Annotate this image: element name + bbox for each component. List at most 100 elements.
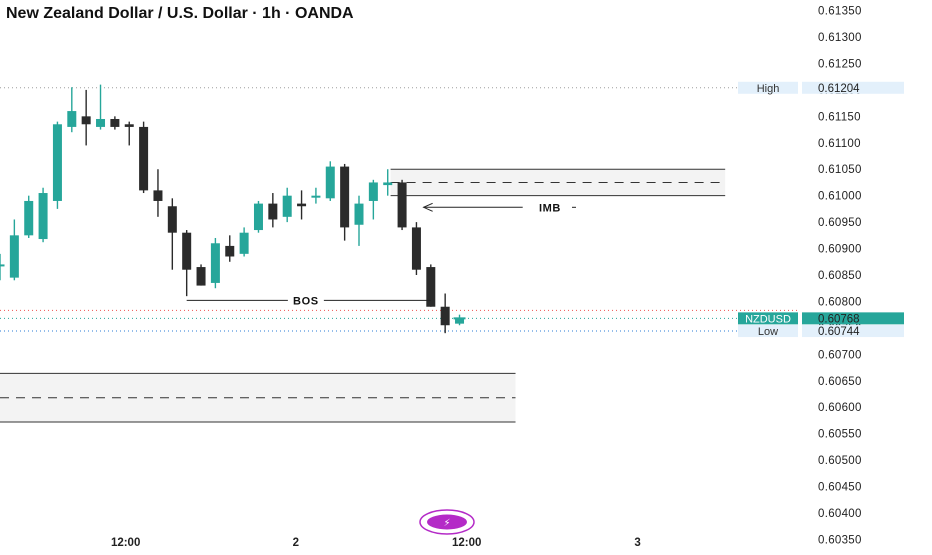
candle-body (167, 206, 177, 233)
candle-body (426, 267, 436, 307)
low-tag[interactable]: Low 0.60744 (738, 325, 904, 338)
price-tick-label: 0.60500 (818, 455, 862, 467)
last-price-tag-value-bg (802, 312, 904, 325)
logo-glyph: ⚡ (443, 518, 450, 529)
candle[interactable] (24, 195, 34, 238)
candle[interactable] (0, 253, 5, 281)
price-axis[interactable]: 0.613500.613000.612500.612000.611500.611… (738, 6, 904, 547)
logo-core (427, 514, 467, 530)
candle-body (282, 195, 292, 217)
candle[interactable] (411, 222, 421, 275)
price-tick-label: 0.60650 (818, 376, 862, 388)
price-tick-label: 0.61150 (818, 111, 861, 123)
candle[interactable] (282, 187, 292, 223)
candle-body (52, 124, 62, 201)
low-tag-value: 0.60744 (818, 326, 860, 338)
imb-arrow-head (422, 202, 433, 212)
annotation-bg (287, 293, 324, 307)
candle-body (96, 118, 106, 127)
time-tick-label: 2 (293, 537, 299, 549)
candle-body (239, 232, 249, 254)
candle[interactable] (397, 179, 407, 231)
annotations-layer: IMB BOS (186, 200, 576, 320)
price-tick-label: 0.60950 (818, 217, 862, 229)
high-tag-label-bg (738, 81, 798, 94)
zones-layer (0, 168, 726, 423)
candle[interactable] (340, 163, 350, 241)
candle[interactable] (368, 179, 378, 220)
last-price-tag[interactable]: NZDUSD 0.60768 (738, 312, 904, 325)
price-tick-label: 0.60450 (818, 482, 862, 494)
candle[interactable] (354, 195, 364, 246)
high-tag[interactable]: High 0.61204 (738, 81, 904, 95)
candle[interactable] (81, 89, 91, 146)
candles-layer[interactable] (0, 84, 465, 334)
candle-body (354, 203, 364, 225)
high-tag-label: High (757, 83, 780, 95)
price-tick-label: 0.61350 (818, 6, 862, 18)
candle[interactable] (196, 264, 206, 286)
candle[interactable] (253, 200, 263, 233)
price-tick-label: 0.60600 (818, 402, 862, 414)
annotation-imb-label: IMB (539, 202, 561, 214)
candle-body (325, 166, 335, 199)
candle-body (368, 182, 378, 201)
candle-body (81, 116, 91, 125)
candle-body (455, 318, 465, 324)
time-tick-label: 12:00 (452, 537, 481, 549)
candle-body (38, 193, 48, 240)
candle-body (0, 264, 5, 267)
candle[interactable] (124, 121, 134, 146)
candle[interactable] (383, 169, 393, 196)
candle-body (397, 182, 407, 228)
candle[interactable] (167, 198, 177, 270)
low-tag-label-bg (738, 325, 798, 338)
time-tick-label: 12:00 (111, 537, 140, 549)
candle-body (311, 195, 321, 198)
candle[interactable] (297, 190, 307, 220)
candle-body (196, 267, 206, 286)
candle-body (67, 111, 77, 127)
candle[interactable] (210, 237, 220, 289)
candle[interactable] (455, 314, 465, 326)
time-tick-label: 3 (634, 537, 640, 549)
candle-body (153, 190, 163, 201)
price-tick-label: 0.61050 (818, 164, 862, 176)
last-price-tag-value: 0.60768 (818, 313, 860, 325)
candle[interactable] (225, 235, 235, 262)
tradingview-logo-icon[interactable]: ⚡ (419, 509, 475, 535)
price-tick-label: 0.60700 (818, 349, 862, 361)
high-tag-value: 0.61204 (818, 83, 860, 95)
candle-body (24, 200, 34, 236)
candle[interactable] (9, 219, 19, 281)
candle[interactable] (239, 227, 249, 257)
annotation-bos-label: BOS (293, 295, 319, 307)
candle[interactable] (67, 87, 77, 133)
candle[interactable] (153, 169, 163, 217)
price-tick-label: 0.60350 (818, 534, 862, 546)
candle-body (210, 243, 220, 283)
candle[interactable] (182, 230, 192, 297)
price-tick-label: 0.61000 (818, 191, 862, 203)
candle[interactable] (440, 293, 450, 334)
low-tag-value-bg (802, 325, 904, 338)
price-tick-label: 0.60800 (818, 296, 862, 308)
candle-body (383, 182, 393, 186)
price-tick-label: 0.61300 (818, 32, 862, 44)
candle[interactable] (38, 187, 48, 243)
time-axis[interactable]: 12:00 2 12:00 3 ⚡ (111, 509, 641, 549)
candle[interactable] (110, 116, 120, 130)
candle-body (253, 203, 263, 231)
candle-body (139, 126, 149, 191)
candle[interactable] (311, 187, 321, 204)
candle[interactable] (139, 121, 149, 194)
candle-body (225, 245, 235, 257)
candle[interactable] (268, 193, 278, 228)
price-tick-label: 0.60900 (818, 244, 862, 256)
candle[interactable] (52, 121, 62, 209)
candle[interactable] (325, 161, 335, 201)
candle[interactable] (96, 84, 106, 130)
candle[interactable] (426, 264, 436, 307)
